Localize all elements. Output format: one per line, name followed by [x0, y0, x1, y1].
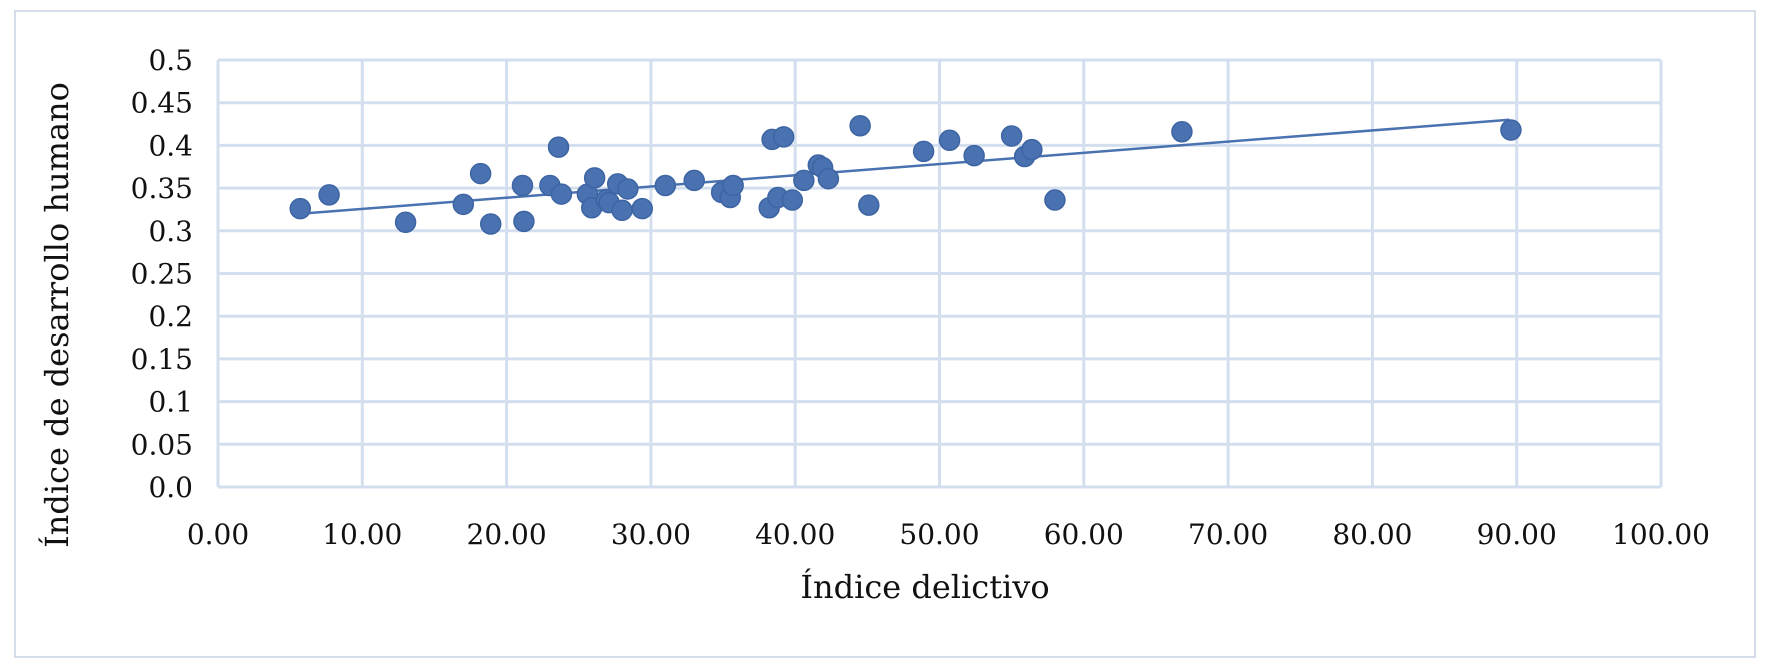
x-tick-label: 20.00: [467, 518, 547, 551]
data-point: [1044, 189, 1066, 211]
y-tick-label: 0.5: [148, 44, 193, 77]
data-point: [511, 174, 534, 197]
data-point: [479, 213, 502, 235]
y-tick-label: 0.25: [131, 258, 193, 291]
data-point: [289, 197, 312, 220]
x-tick-label: 30.00: [611, 518, 691, 551]
data-point: [318, 184, 340, 206]
trendline: [300, 118, 1510, 215]
data-point: [781, 189, 804, 211]
data-point: [1000, 125, 1023, 147]
data-point: [772, 126, 795, 148]
data-point: [912, 140, 935, 163]
data-point: [631, 197, 653, 220]
data-point: [938, 129, 961, 152]
x-tick-label: 50.00: [899, 518, 979, 551]
data-point: [1500, 119, 1522, 141]
data-point: [469, 162, 492, 185]
data-point: [547, 136, 570, 158]
chart-frame: [14, 10, 1756, 658]
x-tick-label: 80.00: [1332, 518, 1412, 551]
y-tick-label: 0.0: [148, 471, 193, 504]
y-tick-label: 0.35: [131, 172, 193, 205]
x-tick-label: 60.00: [1044, 518, 1124, 551]
data-point: [817, 167, 840, 190]
y-tick-label: 0.1: [148, 386, 193, 419]
x-tick-label: 0.00: [187, 518, 249, 551]
y-tick-label: 0.3: [148, 215, 193, 248]
data-points: [289, 115, 1522, 235]
data-point: [550, 183, 573, 205]
y-axis-title: Índice de desarrollo humano: [38, 82, 76, 548]
data-point: [452, 193, 475, 216]
y-tick-label: 0.4: [148, 129, 193, 162]
data-point: [963, 144, 985, 167]
data-point: [1021, 138, 1043, 161]
data-point: [611, 199, 633, 222]
y-axis-tick-labels: 0.0 0.05 0.1 0.15 0.2 0.25 0.3 0.35 0.4 0.45 0.5: [131, 44, 193, 504]
data-point: [849, 115, 871, 137]
y-tick-label: 0.05: [131, 428, 193, 461]
data-point: [394, 211, 417, 234]
data-point: [583, 167, 606, 189]
data-point: [513, 210, 535, 233]
trendline-layer: [300, 118, 1510, 215]
data-point: [617, 178, 639, 200]
y-tick-label: 0.2: [148, 300, 193, 333]
x-tick-label: 10.00: [322, 518, 402, 551]
data-point: [858, 194, 880, 216]
data-point: [683, 169, 705, 192]
x-tick-label: 40.00: [755, 518, 835, 551]
x-tick-label: 70.00: [1188, 518, 1268, 551]
data-point: [654, 174, 677, 197]
y-tick-label: 0.45: [131, 87, 193, 120]
data-point: [793, 169, 815, 192]
x-axis-tick-labels: 0.00 10.00 20.00 30.00 40.00 50.00 60.00 70.00 8…: [187, 518, 1710, 551]
data-point: [722, 174, 744, 197]
x-axis-title: Índice delictivo: [800, 568, 1049, 606]
data-point: [1171, 120, 1193, 143]
x-tick-label: 90.00: [1477, 518, 1557, 551]
x-tick-label: 100.00: [1612, 518, 1710, 551]
y-tick-label: 0.15: [131, 343, 193, 376]
